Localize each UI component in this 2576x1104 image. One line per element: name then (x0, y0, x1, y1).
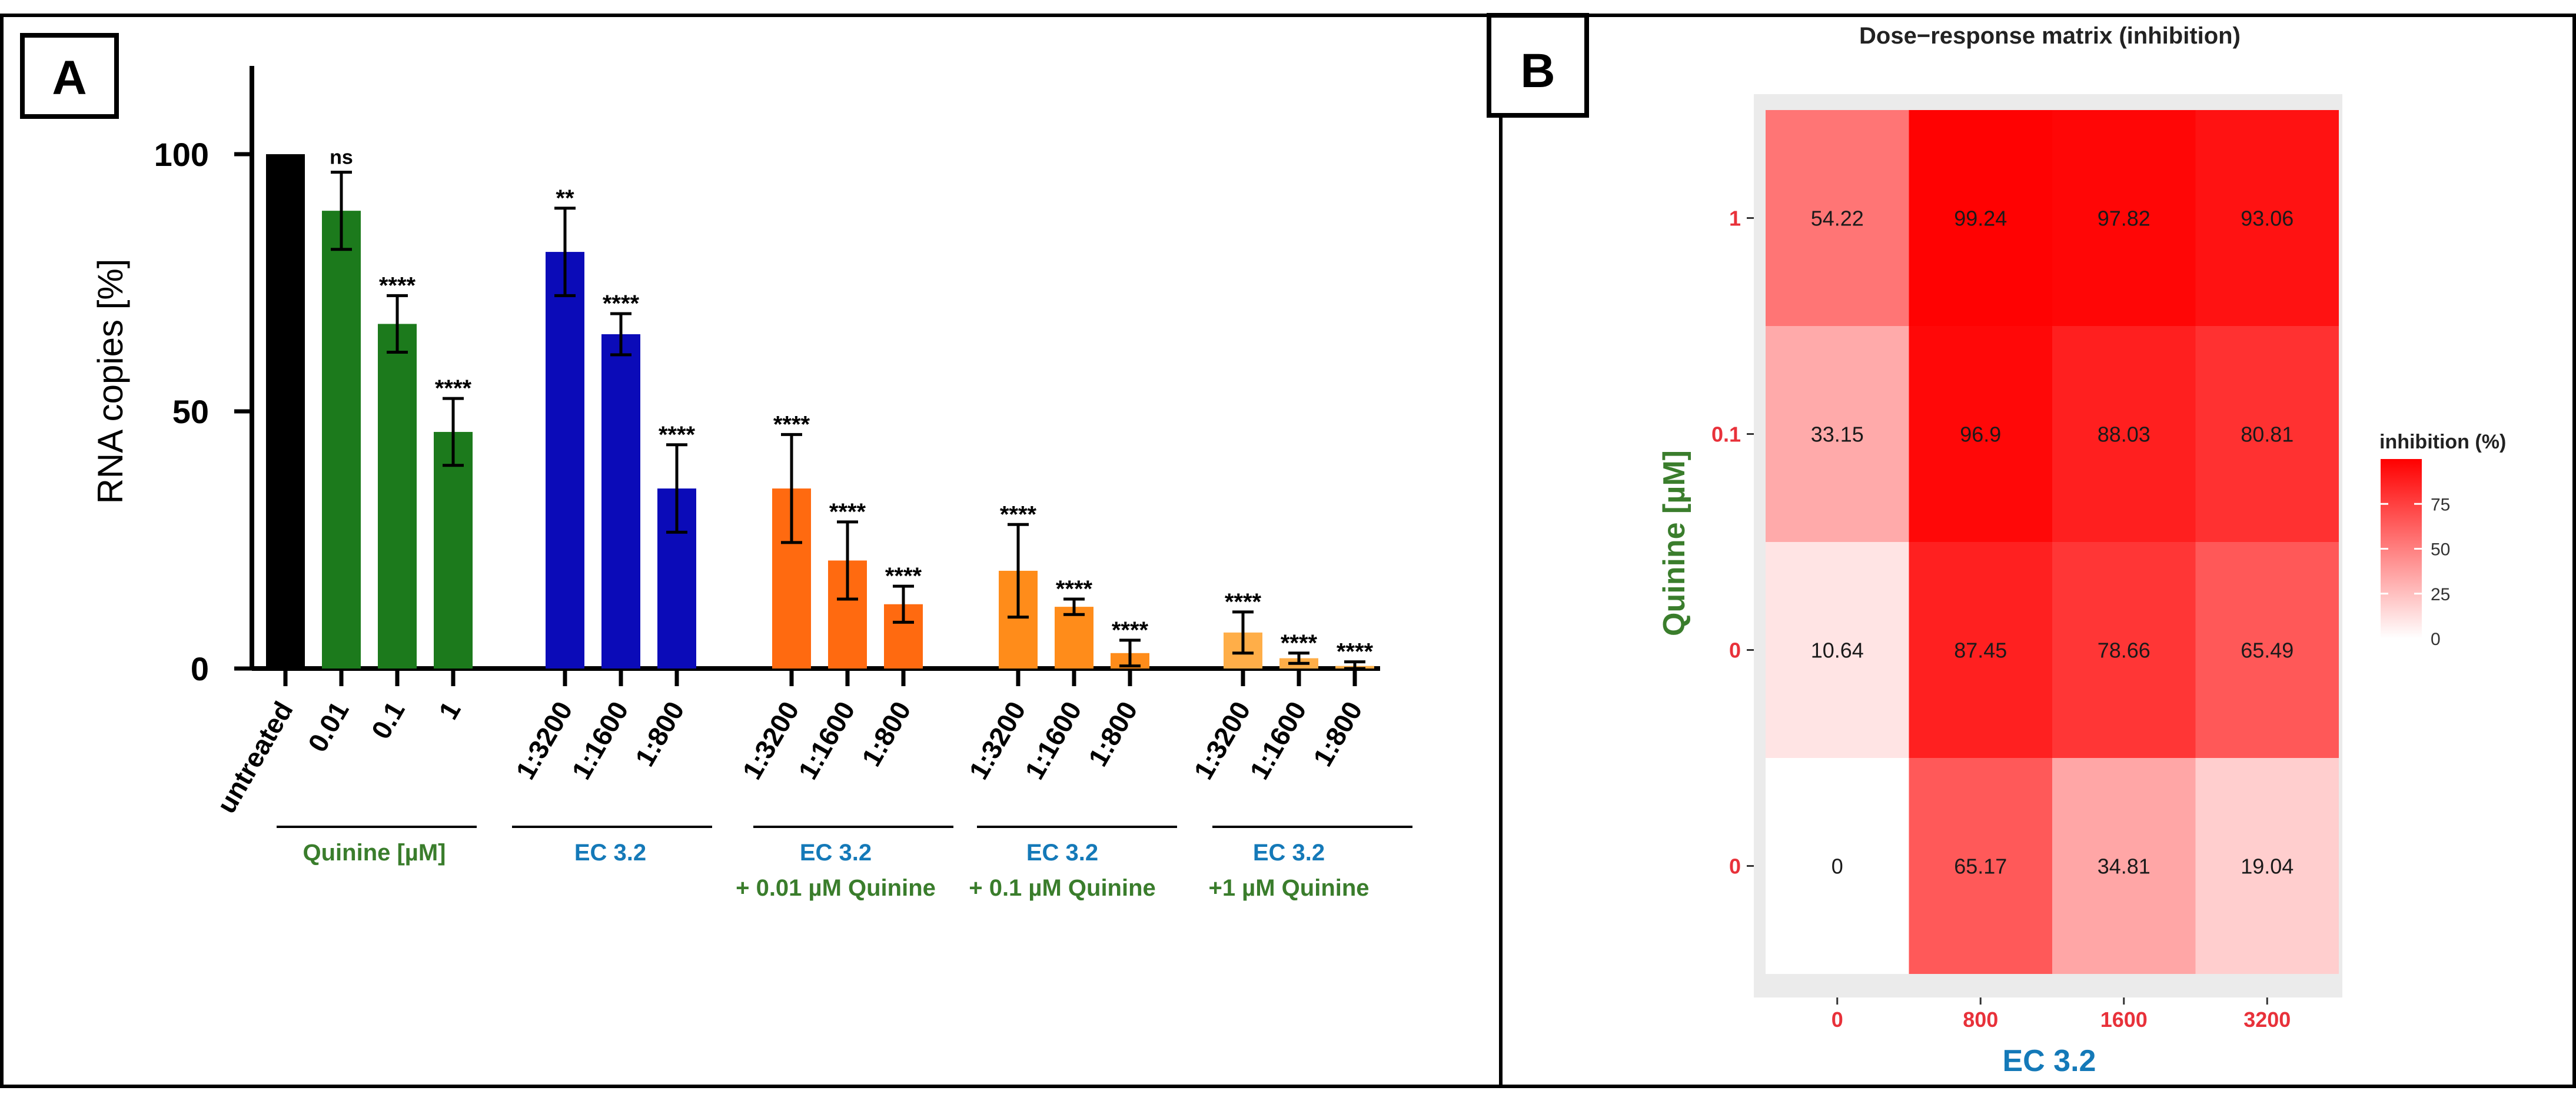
group-label: Quinine [µM] (303, 840, 446, 866)
heatmap-cell (2052, 326, 2196, 542)
heatmap-cell (1909, 326, 2052, 542)
heatmap-cell-value: 97.82 (2098, 207, 2150, 231)
heatmap-y-ticks: 1 0.1 0 0 (1711, 207, 1754, 879)
heatmap-cell (2195, 326, 2339, 542)
y-tick-label: 0 (191, 650, 209, 687)
heatmap-cell (2052, 758, 2196, 974)
heatmap-cell (1766, 542, 1909, 758)
heatmap-cell-value: 93.06 (2241, 207, 2294, 231)
significance-label: **** (1112, 617, 1149, 643)
heatmap-cell-value: 96.9 (1960, 423, 2001, 447)
significance-label: **** (885, 563, 922, 589)
heatmap-x-tick-label: 3200 (2243, 1007, 2291, 1032)
significance-label: **** (773, 411, 810, 437)
heatmap-chart: Dose−response matrix (inhibition) 54.22 9… (1657, 23, 2506, 1078)
bar (378, 324, 417, 669)
heatmap-x-ticks: 0 800 1600 3200 (1832, 997, 2291, 1032)
heatmap-x-tick-label: 800 (1963, 1007, 1998, 1032)
bar (1055, 607, 1093, 669)
group-label: EC 3.2 (800, 840, 872, 866)
heatmap-title: Dose−response matrix (inhibition) (1859, 23, 2241, 49)
heatmap-x-axis-label: EC 3.2 (2003, 1044, 2096, 1078)
legend-tick-label: 25 (2431, 585, 2450, 604)
significance-label: **** (435, 375, 472, 401)
heatmap-cell-value: 34.81 (2098, 854, 2150, 879)
heatmap-y-tick-label: 0.1 (1711, 423, 1741, 447)
y-tick-label: 100 (154, 136, 209, 173)
significance-label: **** (1000, 501, 1037, 527)
heatmap-cell (2195, 542, 2339, 758)
bar (322, 211, 361, 669)
group-label: +1 µM Quinine (1208, 875, 1369, 901)
significance-label: **** (829, 499, 866, 525)
bar (434, 431, 473, 669)
panel-a-label-box: A (20, 33, 119, 119)
bar (546, 252, 584, 669)
heatmap-cell (1766, 110, 1909, 326)
bar (266, 154, 305, 669)
heatmap-y-tick-label: 0 (1729, 639, 1741, 663)
group-label: EC 3.2 (574, 840, 646, 866)
heatmap-cell-value: 19.04 (2241, 854, 2294, 879)
significance-label: **** (603, 291, 640, 317)
heatmap-cell (2052, 542, 2196, 758)
heatmap-cell-value: 0 (1832, 854, 1843, 879)
heatmap-x-tick-label: 1600 (2100, 1007, 2148, 1032)
heatmap-y-tick-label: 1 (1729, 207, 1741, 231)
group-label: EC 3.2 (1253, 840, 1325, 866)
significance-label: **** (1225, 589, 1262, 615)
legend-title: inhibition (%) (2379, 431, 2506, 453)
heatmap-cell-value: 33.15 (1811, 423, 1864, 447)
group-labels: Quinine [µM] EC 3.2 EC 3.2 + 0.01 µM Quinin… (277, 826, 1412, 901)
heatmap-cell (1909, 758, 2052, 974)
group-label: + 0.1 µM Quinine (969, 875, 1156, 901)
heatmap-cell-value: 65.49 (2241, 639, 2294, 663)
heatmap-cell-value: 87.45 (1954, 639, 2007, 663)
heatmap-cell-value: 10.64 (1811, 639, 1864, 663)
bars: ns****************** ********************… (266, 147, 1374, 670)
heatmap-y-axis-label: Quinine [µM] (1657, 450, 1691, 636)
significance-label: **** (1337, 639, 1374, 665)
heatmap-y-tick-label: 0 (1729, 854, 1741, 879)
group-label: + 0.01 µM Quinine (736, 875, 936, 901)
heatmap-cell (1766, 326, 1909, 542)
significance-label: ns (330, 147, 353, 169)
y-ticks: 0 50 100 (154, 136, 252, 687)
legend-tick-label: 50 (2431, 540, 2450, 560)
heatmap-cell (2195, 758, 2339, 974)
significance-label: **** (659, 422, 696, 448)
heatmap-cell (2195, 110, 2339, 326)
y-axis-label: RNA copies [%] (91, 259, 130, 504)
significance-label: ** (556, 185, 574, 211)
heatmap-cell (2052, 110, 2196, 326)
heatmap-x-tick-label: 0 (1832, 1007, 1843, 1032)
heatmap-cell-value: 78.66 (2098, 639, 2150, 663)
heatmap-cell-value: 65.17 (1954, 854, 2007, 879)
significance-label: **** (379, 272, 416, 298)
heatmap-cell (1766, 758, 1909, 974)
heatmap-cell-value: 99.24 (1954, 207, 2007, 231)
significance-label: **** (1056, 576, 1093, 602)
panel-b-label-box: B (1487, 13, 1589, 118)
group-label: EC 3.2 (1026, 840, 1098, 866)
panel-a-label: A (52, 51, 87, 105)
heatmap-cell-value: 88.03 (2098, 423, 2150, 447)
y-tick-label: 50 (172, 393, 209, 430)
legend-tick-label: 75 (2431, 495, 2450, 514)
legend-tick-label: 0 (2431, 630, 2441, 649)
heatmap-cell (1909, 542, 2052, 758)
heatmap-cell (1909, 110, 2052, 326)
legend-ticks: 75 50 25 0 (2381, 495, 2450, 649)
heatmap-cell-value: 80.81 (2241, 423, 2294, 447)
heatmap-cells: 54.22 99.24 97.82 93.06 33.15 96.9 88.03 80.81 1… (1766, 110, 2339, 974)
panel-b-label: B (1520, 44, 1555, 98)
significance-label: **** (1281, 630, 1318, 656)
heatmap-legend: inhibition (%) 75 50 25 0 (2379, 431, 2506, 649)
bar (601, 334, 640, 669)
heatmap-cell-value: 54.22 (1811, 207, 1864, 231)
